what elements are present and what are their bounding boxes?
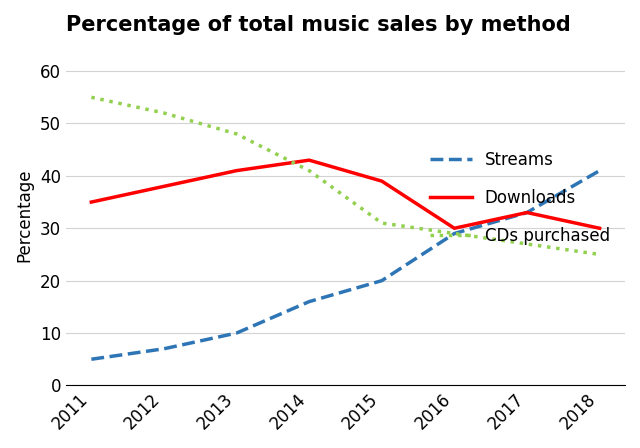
Legend: Streams, Downloads, CDs purchased: Streams, Downloads, CDs purchased	[423, 144, 617, 252]
CDs purchased	[378, 220, 386, 226]
Downloads	[451, 226, 458, 231]
Text: Percentage of total music sales by method: Percentage of total music sales by metho…	[66, 15, 571, 35]
CDs purchased	[451, 231, 458, 236]
Streams	[88, 357, 95, 362]
Downloads	[88, 199, 95, 205]
CDs purchased	[160, 110, 168, 116]
CDs purchased	[523, 241, 531, 247]
Downloads	[378, 178, 386, 184]
Downloads	[523, 210, 531, 215]
CDs purchased	[233, 131, 241, 137]
Y-axis label: Percentage: Percentage	[15, 168, 33, 262]
Downloads	[305, 157, 313, 163]
Line: Streams: Streams	[92, 171, 600, 359]
Line: Downloads: Downloads	[92, 160, 600, 228]
Downloads	[233, 168, 241, 173]
Streams	[378, 278, 386, 283]
CDs purchased	[305, 168, 313, 173]
Streams	[596, 168, 604, 173]
Streams	[451, 231, 458, 236]
Streams	[233, 330, 241, 336]
Streams	[305, 299, 313, 304]
CDs purchased	[88, 95, 95, 100]
Streams	[523, 210, 531, 215]
CDs purchased	[596, 252, 604, 257]
Downloads	[160, 184, 168, 189]
Streams	[160, 346, 168, 352]
Downloads	[596, 226, 604, 231]
Line: CDs purchased: CDs purchased	[92, 97, 600, 254]
